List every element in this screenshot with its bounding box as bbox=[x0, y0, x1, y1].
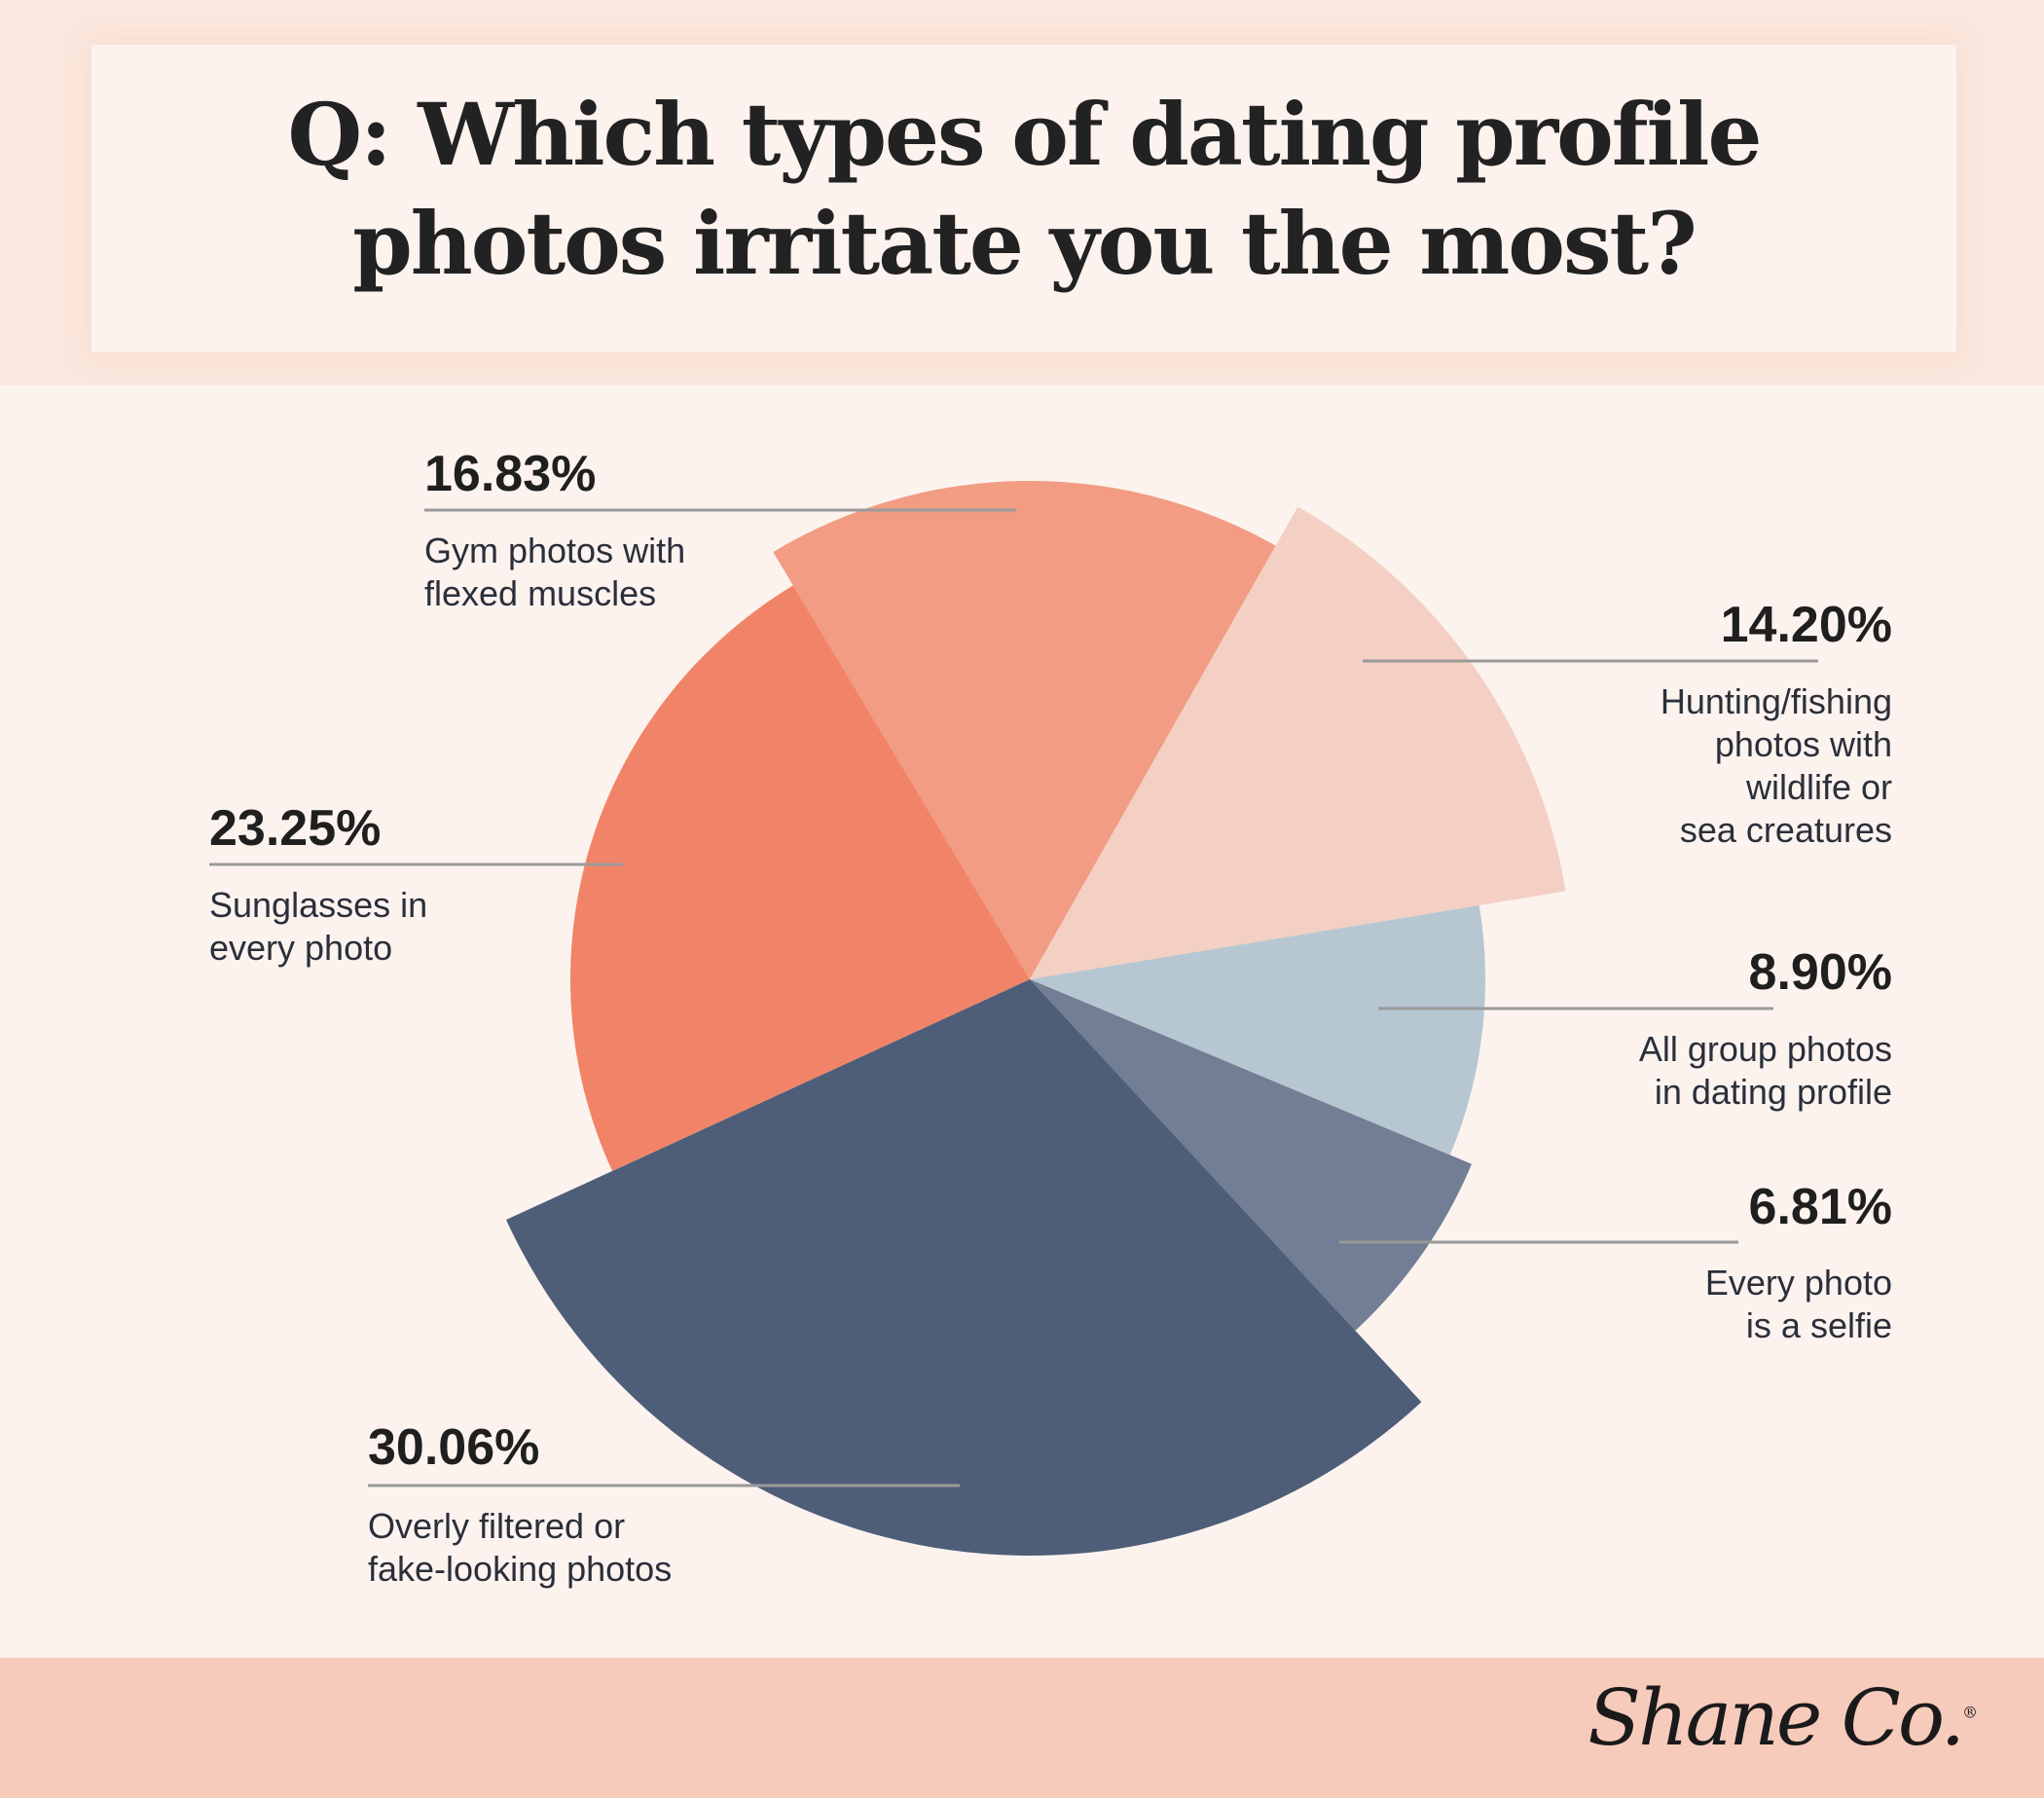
slice-category-label: All group photos bbox=[1639, 1029, 1892, 1069]
pie-slice bbox=[1030, 506, 1566, 979]
slice-category-label: in dating profile bbox=[1655, 1072, 1892, 1112]
slice-category-label: Overly filtered or bbox=[368, 1506, 625, 1546]
slice-category-label: flexed muscles bbox=[424, 573, 656, 613]
slice-category-label: wildlife or bbox=[1745, 767, 1892, 807]
slice-category-label: every photo bbox=[209, 928, 392, 968]
pie-slice bbox=[506, 979, 1422, 1556]
slice-category-label: photos with bbox=[1715, 724, 1892, 764]
slice-category-label: sea creatures bbox=[1680, 810, 1892, 850]
slice-category-label: Every photo bbox=[1705, 1263, 1892, 1303]
footer-band bbox=[0, 1658, 2044, 1798]
shane-co-logo: Shane Co.® bbox=[1588, 1672, 1978, 1763]
slice-category-label: Hunting/fishing bbox=[1661, 681, 1892, 721]
pie-slice bbox=[773, 480, 1276, 979]
slice-percent-label: 14.20% bbox=[1721, 597, 1892, 653]
slice-category-label: Gym photos with bbox=[424, 531, 685, 570]
slice-percent-label: 30.06% bbox=[368, 1419, 539, 1476]
slice-percent-label: 16.83% bbox=[424, 446, 596, 502]
slice-percent-label: 6.81% bbox=[1749, 1179, 1892, 1235]
pie-slice bbox=[1030, 905, 1485, 1156]
slice-category-label: is a selfie bbox=[1746, 1305, 1892, 1345]
slice-category-label: fake-looking photos bbox=[368, 1549, 672, 1589]
slice-percent-label: 23.25% bbox=[209, 800, 381, 857]
slice-percent-label: 8.90% bbox=[1749, 944, 1892, 1001]
chart-title-line-1: Q: Which types of dating profile bbox=[287, 84, 1763, 185]
chart-title-line-2: photos irritate you the most? bbox=[352, 193, 1697, 294]
title-card bbox=[91, 45, 1956, 352]
chart-title: Q: Which types of dating profile photos … bbox=[91, 80, 1956, 298]
pie-slice bbox=[569, 585, 1030, 1171]
slice-category-label: Sunglasses in bbox=[209, 885, 427, 925]
